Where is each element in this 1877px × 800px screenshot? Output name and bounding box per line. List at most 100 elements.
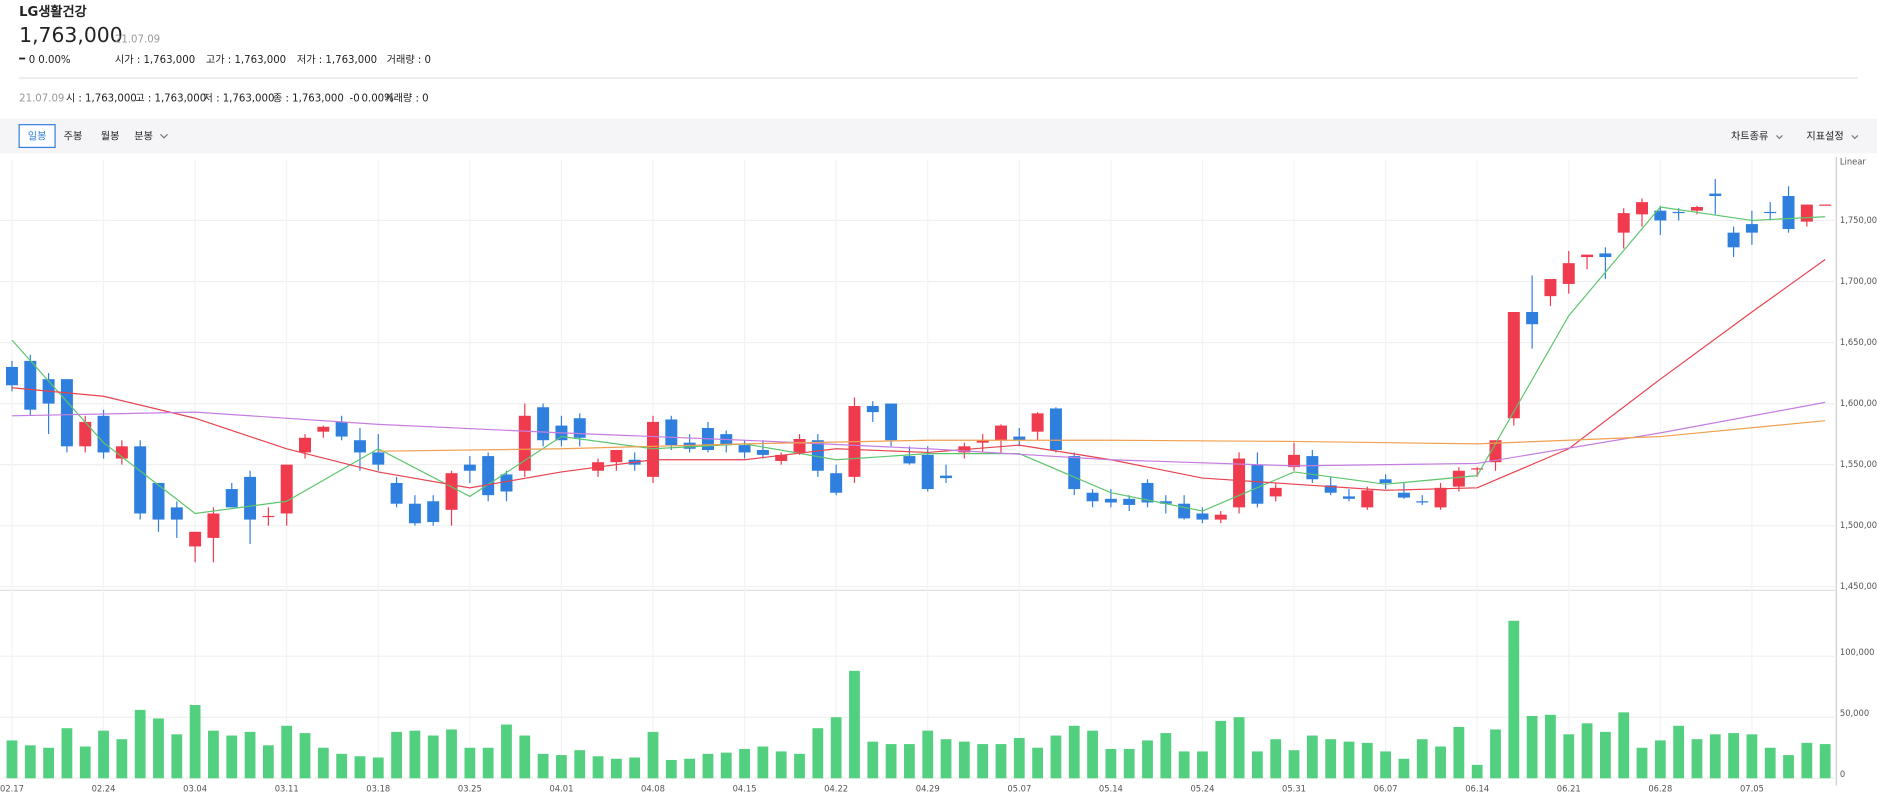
x-tick-label: 05.31 (1282, 784, 1306, 794)
volume-bar (1068, 725, 1080, 779)
candle-body (500, 474, 513, 492)
x-tick-label: 04.22 (824, 784, 848, 794)
x-tick-label: 03.04 (183, 784, 207, 794)
info-close: 종 : 1,763,000 (273, 92, 344, 104)
period-button[interactable]: 분봉 (134, 131, 153, 143)
volume-bar (1709, 734, 1721, 779)
y-tick-label: 1,500,000 (1840, 520, 1877, 530)
volume-bar (1215, 720, 1227, 779)
candle-body (1288, 454, 1301, 468)
candle-body (866, 406, 879, 413)
volume-bar (1142, 740, 1153, 779)
volume-bar (501, 724, 512, 779)
volume-bar (464, 747, 476, 779)
candle-body (1196, 513, 1209, 520)
volume-bar (757, 746, 769, 779)
volume-bar (281, 725, 293, 779)
candle-body (1690, 207, 1703, 211)
candle-body (463, 464, 476, 471)
candle-body (427, 501, 440, 523)
volume-bar (775, 751, 787, 779)
volume-bar (849, 670, 860, 779)
candle-body (610, 449, 623, 463)
volume-bar (739, 748, 750, 779)
volume-bar (1087, 730, 1098, 779)
volume-bar (794, 753, 805, 779)
candle-body (170, 507, 183, 520)
y-tick-label: 1,750,000 (1840, 215, 1877, 225)
chart-type-menu[interactable]: 차트종류 (1731, 131, 1768, 143)
candle-body (665, 419, 678, 446)
info-volume: 거래량 : 0 (384, 92, 428, 104)
volume-bar (336, 753, 348, 779)
candle-body (1452, 470, 1465, 487)
x-tick-label: 04.08 (641, 784, 665, 794)
candle-body (1031, 413, 1044, 432)
y-tick-label: 1,600,000 (1840, 398, 1877, 408)
candle-body (537, 407, 550, 441)
open-price: 시가 : 1,763,000 (115, 54, 195, 66)
candle-body (115, 446, 128, 459)
candle-body (134, 446, 147, 514)
volume-bar (43, 747, 54, 779)
x-tick-label: 06.28 (1648, 784, 1672, 794)
volume-bar (171, 734, 183, 779)
volume-bar (226, 735, 238, 779)
volume-bar (1252, 751, 1263, 779)
volume-bar (1636, 747, 1648, 779)
x-tick-label: 03.18 (366, 784, 390, 794)
volume-bar (1325, 739, 1337, 779)
volume-bar (116, 739, 128, 779)
volume-bar (1471, 764, 1483, 779)
volume-bar (1453, 726, 1465, 779)
x-tick-label: 07.05 (1740, 784, 1764, 794)
volume-bar (24, 745, 36, 779)
candle-body (1214, 514, 1227, 520)
volume-bar (977, 744, 989, 779)
x-tick-label: 05.24 (1190, 784, 1214, 794)
volume-bar (1105, 748, 1117, 779)
volume-bar (958, 741, 970, 779)
volume-bar (1764, 747, 1776, 779)
candle-body (1324, 485, 1337, 493)
period-button-active[interactable] (18, 124, 56, 149)
period-button[interactable]: 일봉 (28, 131, 47, 143)
volume-bar (1197, 751, 1208, 779)
candle-body (335, 421, 348, 437)
volume-bar (134, 709, 146, 779)
candle-body (1544, 279, 1557, 297)
volume-bar (1270, 739, 1282, 779)
candle-body (445, 473, 458, 510)
candle-body (1049, 408, 1062, 450)
candle-body (1764, 211, 1777, 214)
volume-bar (1691, 739, 1703, 779)
x-tick-label: 03.11 (275, 784, 299, 794)
volume-bar (1306, 735, 1318, 779)
period-button[interactable]: 주봉 (64, 131, 83, 143)
candle-body (60, 379, 73, 447)
moving-average-line (378, 420, 1826, 452)
candle-body (1507, 312, 1520, 419)
volume-bar (1618, 712, 1630, 779)
info-low: 저 : 1,763,000 (204, 92, 275, 104)
candle-body (1819, 204, 1832, 206)
x-tick-label: 05.07 (1007, 784, 1031, 794)
volume-bar (1050, 735, 1062, 779)
candle-body (647, 421, 659, 477)
candle-body (1233, 458, 1246, 508)
volume-bar (153, 718, 164, 779)
volume-bar (1361, 742, 1373, 779)
volume-bar (995, 744, 1007, 779)
volume-bar (1178, 751, 1190, 779)
period-button[interactable]: 월봉 (101, 131, 120, 143)
volume-bar (262, 745, 274, 779)
volume-tick-label: 50,000 (1840, 708, 1869, 718)
indicator-menu[interactable]: 지표설정 (1806, 131, 1843, 143)
moving-average-line (11, 206, 1826, 515)
info-change-pct: 0.00% (362, 93, 395, 104)
candle-body (244, 476, 257, 520)
price-change: 0 (29, 55, 35, 66)
candle-body (1434, 487, 1447, 508)
candle-body (756, 449, 769, 455)
volume-bar (372, 757, 384, 779)
